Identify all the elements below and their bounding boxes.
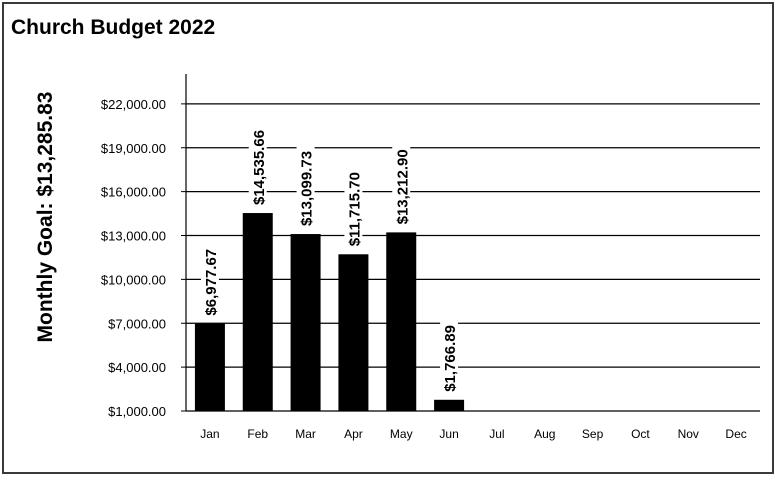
bar-mar <box>290 234 321 411</box>
chart-title: Church Budget 2022 <box>11 16 216 39</box>
x-tick-label-jun: Jun <box>439 427 458 441</box>
y-tick-label: $13,000.00 <box>101 229 166 244</box>
data-label-background <box>200 238 219 316</box>
data-label-background <box>296 140 315 227</box>
data-label-jan: $6,977.67 <box>203 249 220 316</box>
data-label-may: $13,212.90 <box>394 149 411 224</box>
bar-feb <box>242 213 273 411</box>
x-axis-ticks: Jan Feb Mar Apr May Jun Jul Aug Sep Oct Nov Dec <box>200 427 747 441</box>
data-label-jun: $1,766.89 <box>442 325 459 392</box>
x-tick-label-oct: Oct <box>631 427 650 441</box>
gridlines <box>186 103 760 412</box>
data-label-mar: $13,099.73 <box>299 151 316 226</box>
bar-jan <box>194 323 225 411</box>
bars <box>194 213 465 411</box>
y-tick-label: $22,000.00 <box>101 97 166 112</box>
data-labels: $6,977.67 $14,535.66 $13,099.73 $11,715.70 $… <box>200 119 459 392</box>
y-tick-label: $7,000.00 <box>108 316 166 331</box>
y-tick-label: $10,000.00 <box>101 272 166 287</box>
x-tick-label-feb: Feb <box>247 427 268 441</box>
data-label-background <box>440 314 459 392</box>
x-tick-label-aug: Aug <box>534 427 555 441</box>
y-axis-ticks: $1,000.00 $4,000.00 $7,000.00 $10,000.00 $13… <box>101 97 186 419</box>
y-tick-label: $1,000.00 <box>108 404 166 419</box>
x-tick-label-dec: Dec <box>725 427 746 441</box>
x-tick-label-sep: Sep <box>582 427 604 441</box>
x-tick-label-apr: Apr <box>344 427 363 441</box>
bar-jun <box>434 399 465 411</box>
y-tick-label: $19,000.00 <box>101 141 166 156</box>
data-label-background <box>248 119 267 206</box>
data-label-background <box>392 138 411 225</box>
bar-apr <box>338 254 369 411</box>
data-label-feb: $14,535.66 <box>251 130 268 205</box>
y-tick-label: $4,000.00 <box>108 360 166 375</box>
y-tick-label: $16,000.00 <box>101 185 166 200</box>
data-label-background <box>344 160 363 247</box>
x-tick-label-mar: Mar <box>295 427 316 441</box>
data-label-apr: $11,715.70 <box>346 172 363 246</box>
bar-may <box>386 232 417 411</box>
x-tick-label-jul: Jul <box>489 427 504 441</box>
x-tick-label-may: May <box>390 427 413 441</box>
x-tick-label-nov: Nov <box>678 427 699 441</box>
x-tick-label-jan: Jan <box>200 427 219 441</box>
